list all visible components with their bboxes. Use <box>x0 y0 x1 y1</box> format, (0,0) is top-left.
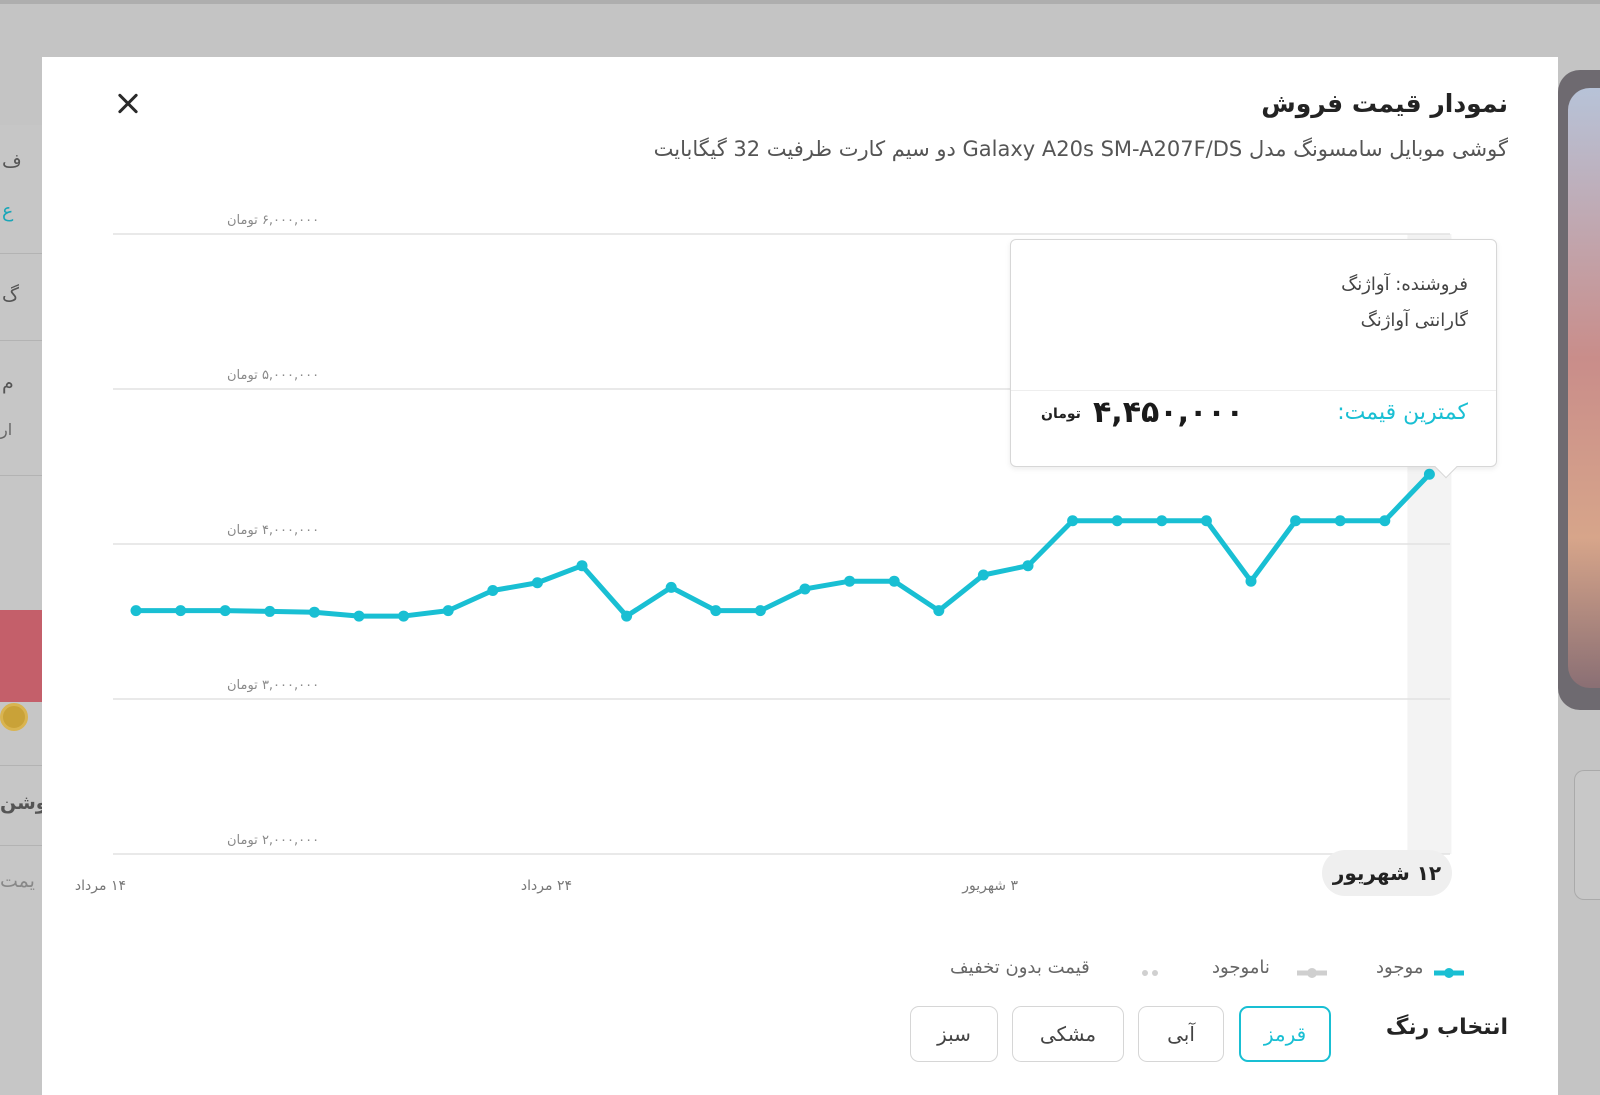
color-selection-label: انتخاب رنگ <box>1385 1015 1508 1040</box>
price-point <box>710 605 722 617</box>
x-tick-label: ۳ شهریور <box>961 878 1018 894</box>
background-divider <box>0 765 42 766</box>
price-point <box>1423 468 1435 480</box>
price-point <box>398 610 410 622</box>
y-tick-label: ۴,۰۰۰,۰۰۰ تومان <box>227 523 319 538</box>
price-point <box>130 605 142 617</box>
tooltip-currency: تومان <box>1041 406 1081 422</box>
background-text-fragment: یمت <box>0 870 35 892</box>
y-tick-label: ۵,۰۰۰,۰۰۰ تومان <box>227 368 319 383</box>
price-point <box>1379 515 1391 527</box>
background-text-fragment: ع <box>2 200 14 222</box>
background-text-fragment: گ <box>2 284 20 306</box>
selected-date-badge: ۱۲ شهریور <box>1322 850 1452 896</box>
price-point <box>799 583 811 595</box>
tooltip-min-price-label: کمترین قیمت: <box>1337 400 1468 425</box>
price-point <box>308 606 320 618</box>
price-point <box>844 575 856 587</box>
price-point <box>888 575 900 587</box>
modal-title: نمودار قیمت فروش <box>1261 89 1508 118</box>
background-text-fragment: ف <box>2 150 22 172</box>
legend-unavailable-swatch <box>1294 963 1330 978</box>
price-point <box>977 569 989 581</box>
price-point <box>1290 515 1302 527</box>
price-tooltip: فروشنده: آواژنگ گارانتی آواژنگ کمترین قی… <box>1010 239 1497 467</box>
tooltip-warranty: گارانتی آواژنگ <box>1360 310 1468 331</box>
y-tick-label: ۶,۰۰۰,۰۰۰ تومان <box>227 213 319 228</box>
product-name: گوشی موبایل سامسونگ مدل Galaxy A20s SM-A… <box>653 137 1508 161</box>
price-point <box>933 605 945 617</box>
price-chart-modal: نمودار قیمت فروش گوشی موبایل سامسونگ مدل… <box>42 57 1558 1095</box>
price-series-line <box>133 471 1432 619</box>
background-product-image <box>1558 70 1600 710</box>
background-card <box>1574 770 1600 900</box>
price-point <box>264 605 276 617</box>
legend-available-swatch <box>1431 963 1467 978</box>
background-red-banner <box>0 610 42 702</box>
price-point <box>1156 515 1168 527</box>
price-point <box>442 605 454 617</box>
background-text-fragment: وشن <box>0 792 48 814</box>
legend-no-discount-swatch <box>1140 963 1162 976</box>
price-point <box>1111 515 1123 527</box>
price-point <box>1245 575 1257 587</box>
price-point <box>1022 560 1034 572</box>
color-option-red[interactable]: قرمز <box>1239 1006 1331 1062</box>
price-point <box>487 585 499 596</box>
price-point <box>621 610 633 622</box>
y-tick-label: ۳,۰۰۰,۰۰۰ تومان <box>227 678 319 693</box>
price-point <box>754 605 766 617</box>
price-line-chart: ۶,۰۰۰,۰۰۰ تومان ۵,۰۰۰,۰۰۰ تومان ۴,۰۰۰,۰۰۰ … <box>75 213 1452 894</box>
background-divider <box>0 253 42 254</box>
color-option-blue[interactable]: آبی <box>1138 1006 1224 1062</box>
color-option-black[interactable]: مشکی <box>1012 1006 1124 1062</box>
legend-unavailable-label: ناموجود <box>1212 957 1270 978</box>
legend-available-label: موجود <box>1376 957 1424 978</box>
tooltip-divider <box>1011 390 1496 391</box>
price-point <box>1334 515 1346 527</box>
price-point <box>175 605 187 617</box>
background-text-fragment: م <box>2 372 14 394</box>
background-top-bar <box>0 0 1600 4</box>
price-point <box>531 577 543 589</box>
background-left-panel <box>0 125 42 1095</box>
coin-icon <box>0 703 28 731</box>
price-point <box>665 581 677 593</box>
x-tick-label: ۱۴ مرداد <box>75 878 126 894</box>
price-point <box>1200 515 1212 527</box>
background-divider <box>0 340 42 341</box>
price-point <box>576 560 588 572</box>
phone-image <box>1568 88 1600 688</box>
price-point <box>353 610 365 622</box>
background-text-fragment: ار <box>0 420 13 439</box>
price-point <box>1067 515 1079 527</box>
y-tick-label: ۲,۰۰۰,۰۰۰ تومان <box>227 833 319 848</box>
background-divider <box>0 475 42 476</box>
color-option-green[interactable]: سبز <box>910 1006 998 1062</box>
x-tick-label: ۲۴ مرداد <box>521 878 572 894</box>
legend-no-discount-label: قیمت بدون تخفیف <box>950 957 1090 978</box>
background-divider <box>0 845 42 846</box>
tooltip-min-price-value: ۴,۴۵۰,۰۰۰ <box>1093 395 1244 430</box>
price-point <box>219 605 231 617</box>
tooltip-seller: فروشنده: آواژنگ <box>1341 274 1468 295</box>
